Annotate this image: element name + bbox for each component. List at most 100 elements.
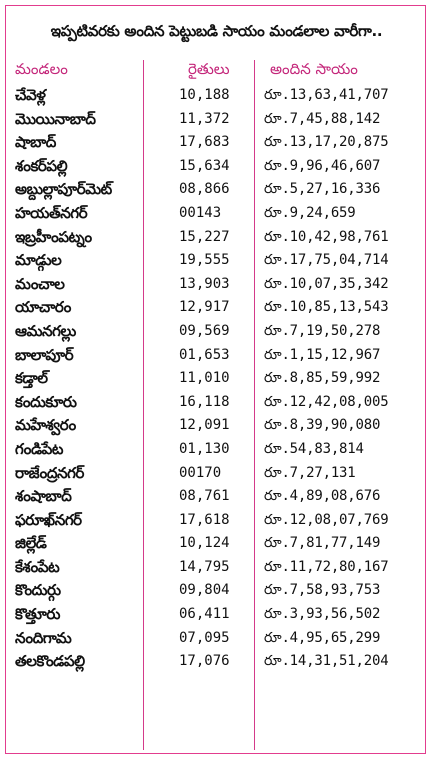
header-farmers: రైతులు bbox=[188, 60, 230, 78]
mandal-cell: మొయినాబాద్ bbox=[15, 109, 96, 128]
farmers-cell: 07,095 bbox=[179, 629, 230, 646]
farmers-cell: 17,076 bbox=[179, 653, 230, 670]
table-row: కొందుర్గు 09,804 రూ.7,58,93,753 bbox=[0, 579, 433, 603]
farmers-cell: 17,618 bbox=[179, 511, 230, 528]
farmers-cell: 11,372 bbox=[179, 110, 230, 127]
table-row: కొత్తూరు 06,411 రూ.3,93,56,502 bbox=[0, 603, 433, 627]
farmers-cell: 16,118 bbox=[179, 393, 230, 410]
header-amount: అందిన సాయం bbox=[270, 60, 358, 78]
farmers-cell: 00170 bbox=[179, 464, 222, 481]
table-body: చేవెళ్ల 10,188 రూ.13,63,41,707 మొయినాబాద్ 11… bbox=[0, 84, 433, 674]
farmers-cell: 06,411 bbox=[179, 606, 230, 623]
mandal-cell: అబ్దుల్లాపూర్‌మెట్ bbox=[15, 180, 112, 199]
farmers-cell: 12,917 bbox=[179, 299, 230, 316]
mandal-cell: కందుకూరు bbox=[15, 392, 77, 411]
mandal-cell: రాజేంద్రనగర్ bbox=[15, 463, 84, 482]
mandal-cell: కడ్తాల్ bbox=[15, 369, 48, 388]
amount-cell: రూ.1,15,12,967 bbox=[264, 346, 381, 363]
farmers-cell: 08,761 bbox=[179, 488, 230, 505]
mandal-cell: ఫరూఖ్‌నగర్ bbox=[15, 510, 82, 529]
table-row: కడ్తాల్ 11,010 రూ.8,85,59,992 bbox=[0, 367, 433, 391]
table-row: చేవెళ్ల 10,188 రూ.13,63,41,707 bbox=[0, 84, 433, 108]
farmers-cell: 12,091 bbox=[179, 417, 230, 434]
amount-cell: రూ.4,95,65,299 bbox=[264, 629, 381, 646]
column-divider bbox=[143, 60, 144, 750]
farmers-cell: 09,804 bbox=[179, 582, 230, 599]
amount-cell: రూ.4,89,08,676 bbox=[264, 488, 381, 505]
farmers-cell: 11,010 bbox=[179, 370, 230, 387]
farmers-cell: 10,124 bbox=[179, 535, 230, 552]
table-row: రాజేంద్రనగర్ 00170 రూ.7,27,131 bbox=[0, 462, 433, 486]
table-row: గండిపేట 01,130 రూ.54,83,814 bbox=[0, 438, 433, 462]
mandal-cell: జిల్లేడ్ bbox=[15, 534, 47, 553]
farmers-cell: 17,683 bbox=[179, 134, 230, 151]
amount-cell: రూ.7,81,77,149 bbox=[264, 535, 381, 552]
table-row: మొయినాబాద్ 11,372 రూ.7,45,88,142 bbox=[0, 108, 433, 132]
mandal-cell: తలకొండపల్లి bbox=[15, 652, 85, 671]
table-row: జిల్లేడ్ 10,124 రూ.7,81,77,149 bbox=[0, 532, 433, 556]
table-row: మాడ్గుల 19,555 రూ.17,75,04,714 bbox=[0, 249, 433, 273]
farmers-cell: 14,795 bbox=[179, 558, 230, 575]
amount-cell: రూ.7,45,88,142 bbox=[264, 110, 381, 127]
table-frame bbox=[5, 5, 426, 754]
mandal-cell: ఆమనగల్లు bbox=[15, 321, 76, 340]
table-row: శంషాబాద్ 08,761 రూ.4,89,08,676 bbox=[0, 485, 433, 509]
table-row: ఆమనగల్లు 09,569 రూ.7,19,50,278 bbox=[0, 320, 433, 344]
mandal-cell: కొందుర్గు bbox=[15, 581, 61, 600]
farmers-cell: 01,653 bbox=[179, 346, 230, 363]
amount-cell: రూ.17,75,04,714 bbox=[264, 252, 389, 269]
farmers-cell: 13,903 bbox=[179, 275, 230, 292]
amount-cell: రూ.8,85,59,992 bbox=[264, 370, 381, 387]
amount-cell: రూ.7,19,50,278 bbox=[264, 322, 381, 339]
mandal-cell: షాబాద్ bbox=[15, 133, 56, 152]
table-row: యాచారం 12,917 రూ.10,85,13,543 bbox=[0, 296, 433, 320]
amount-cell: రూ.13,63,41,707 bbox=[264, 87, 389, 103]
table-row: కేశంపేట 14,795 రూ.11,72,80,167 bbox=[0, 556, 433, 580]
mandal-cell: హయత్‌నగర్ bbox=[15, 203, 88, 222]
amount-cell: రూ.10,07,35,342 bbox=[264, 275, 389, 292]
amount-cell: రూ.13,17,20,875 bbox=[264, 134, 389, 151]
mandal-cell: చేవెళ్ల bbox=[15, 86, 46, 104]
amount-cell: రూ.7,27,131 bbox=[264, 464, 356, 481]
farmers-cell: 09,569 bbox=[179, 322, 230, 339]
amount-cell: రూ.9,96,46,607 bbox=[264, 157, 381, 174]
amount-cell: రూ.9,24,659 bbox=[264, 204, 356, 221]
column-divider bbox=[254, 60, 255, 750]
amount-cell: రూ.3,93,56,502 bbox=[264, 606, 381, 623]
amount-cell: రూ.12,42,08,005 bbox=[264, 393, 389, 410]
mandal-cell: శంషాబాద్ bbox=[15, 487, 72, 506]
table-row: శంకర్‌పల్లి 15,634 రూ.9,96,46,607 bbox=[0, 155, 433, 179]
amount-cell: రూ.12,08,07,769 bbox=[264, 511, 389, 528]
mandal-cell: మంచాల bbox=[15, 274, 65, 293]
table-row: బాలాపూర్ 01,653 రూ.1,15,12,967 bbox=[0, 344, 433, 368]
table-row: మంచాల 13,903 రూ.10,07,35,342 bbox=[0, 273, 433, 297]
mandal-cell: మహేశ్వరం bbox=[15, 416, 76, 435]
farmers-cell: 00143 bbox=[179, 204, 222, 221]
mandal-cell: ఇబ్రహీంపట్నం bbox=[15, 227, 92, 246]
table-row: నందిగామ 07,095 రూ.4,95,65,299 bbox=[0, 627, 433, 651]
amount-cell: రూ.10,85,13,543 bbox=[264, 299, 389, 316]
amount-cell: రూ.10,42,98,761 bbox=[264, 228, 389, 245]
amount-cell: రూ.14,31,51,204 bbox=[264, 653, 389, 670]
amount-cell: రూ.54,83,814 bbox=[264, 440, 364, 457]
mandal-cell: మాడ్గుల bbox=[15, 251, 62, 270]
mandal-cell: నందిగామ bbox=[15, 628, 72, 647]
farmers-cell: 15,227 bbox=[179, 228, 230, 245]
header-mandal: మండలం bbox=[15, 60, 68, 78]
farmers-cell: 15,634 bbox=[179, 157, 230, 174]
mandal-cell: కేశంపేట bbox=[15, 557, 60, 576]
table-row: కందుకూరు 16,118 రూ.12,42,08,005 bbox=[0, 391, 433, 415]
mandal-cell: కొత్తూరు bbox=[15, 605, 61, 624]
amount-cell: రూ.8,39,90,080 bbox=[264, 417, 381, 434]
table-row: మహేశ్వరం 12,091 రూ.8,39,90,080 bbox=[0, 414, 433, 438]
farmers-cell: 19,555 bbox=[179, 252, 230, 269]
farmers-cell: 08,866 bbox=[179, 181, 230, 198]
table-row: ఫరూఖ్‌నగర్ 17,618 రూ.12,08,07,769 bbox=[0, 509, 433, 533]
mandal-cell: శంకర్‌పల్లి bbox=[15, 156, 68, 175]
farmers-cell: 10,188 bbox=[179, 87, 230, 103]
mandal-cell: గండిపేట bbox=[15, 439, 64, 458]
amount-cell: రూ.11,72,80,167 bbox=[264, 558, 389, 575]
mandal-cell: బాలాపూర్ bbox=[15, 345, 74, 364]
amount-cell: రూ.7,58,93,753 bbox=[264, 582, 381, 599]
mandal-cell: యాచారం bbox=[15, 298, 71, 317]
